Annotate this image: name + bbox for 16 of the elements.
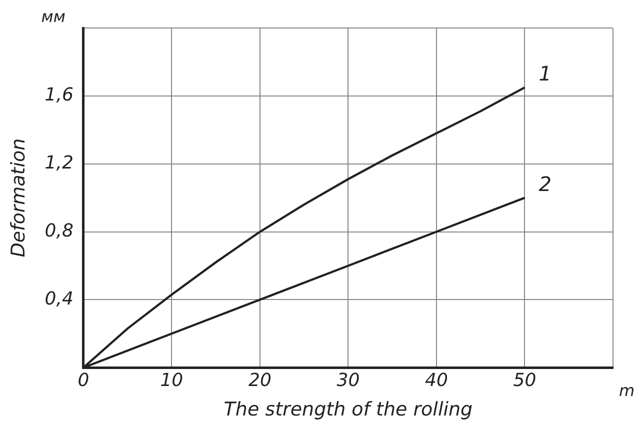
series-label: 2 xyxy=(538,172,552,196)
x-tick-label: 30 xyxy=(336,370,360,392)
x-tick-label: 40 xyxy=(425,370,448,392)
x-tick-label: 20 xyxy=(248,370,272,392)
text: m xyxy=(619,380,635,400)
text: мм xyxy=(41,7,66,26)
series-label: 1 xyxy=(538,62,552,86)
x-axis-title: The strength of the rolling xyxy=(224,398,473,421)
x-tick-label: 0 xyxy=(78,370,90,392)
y-tick-label: 1,6 xyxy=(44,84,74,106)
x-tick-label: 10 xyxy=(160,370,184,392)
x-tick-label: 50 xyxy=(513,370,536,392)
y-tick-label: 1,2 xyxy=(44,152,74,174)
y-tick-label: 0,8 xyxy=(44,220,74,242)
y-tick-label: 0,4 xyxy=(44,288,74,310)
y-axis-title: Deformation xyxy=(7,138,30,258)
